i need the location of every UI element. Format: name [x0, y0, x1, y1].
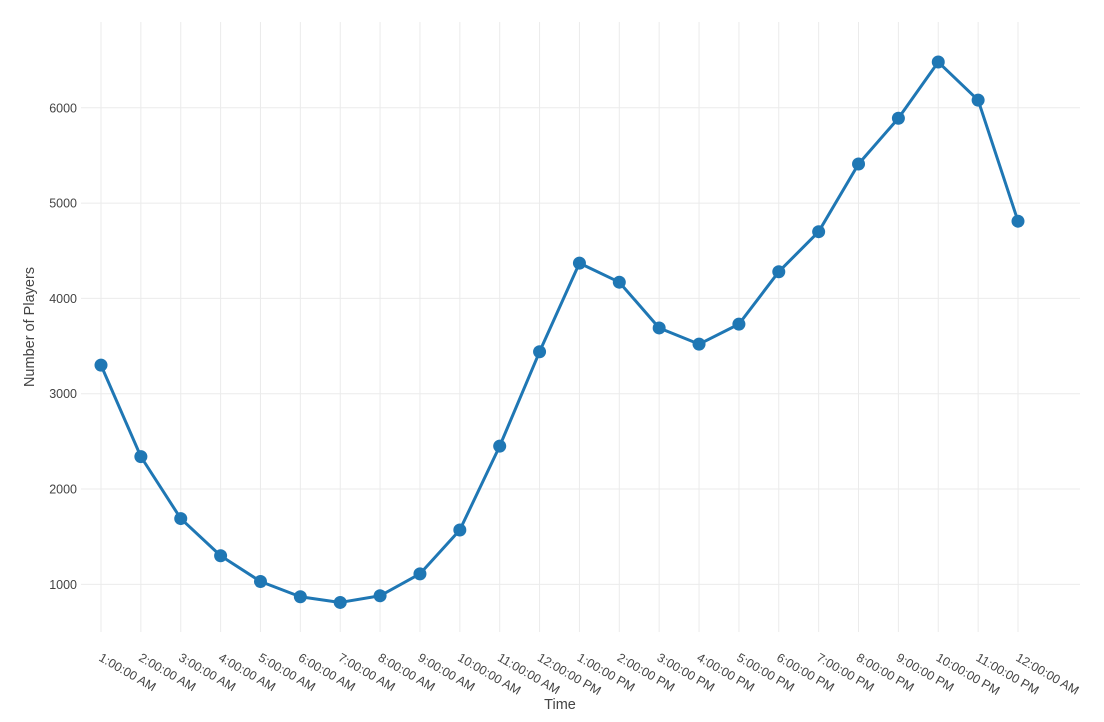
data-point-marker[interactable] — [931, 55, 945, 69]
data-point-marker[interactable] — [971, 93, 985, 107]
data-point-marker[interactable] — [891, 111, 905, 125]
data-point-marker[interactable] — [493, 439, 507, 453]
data-point-marker[interactable] — [812, 225, 826, 239]
y-tick-label: 5000 — [49, 197, 77, 211]
y-tick-label: 6000 — [49, 101, 77, 115]
y-tick-label: 3000 — [49, 387, 77, 401]
data-point-marker[interactable] — [333, 595, 347, 609]
data-point-marker[interactable] — [413, 567, 427, 581]
y-tick-label: 2000 — [49, 483, 77, 497]
data-point-marker[interactable] — [692, 337, 706, 351]
y-axis-title: Number of Players — [22, 266, 38, 388]
data-point-marker[interactable] — [732, 317, 746, 331]
data-point-marker[interactable] — [852, 157, 866, 171]
data-point-marker[interactable] — [652, 321, 666, 335]
data-point-marker[interactable] — [533, 345, 547, 359]
data-point-marker[interactable] — [94, 358, 108, 372]
data-point-marker[interactable] — [612, 275, 626, 289]
series-line — [99, 60, 1020, 604]
data-point-marker[interactable] — [293, 590, 307, 604]
data-point-marker[interactable] — [134, 450, 148, 464]
x-axis-title: Time — [544, 697, 576, 713]
data-point-marker[interactable] — [772, 265, 786, 279]
data-point-marker[interactable] — [214, 549, 228, 563]
data-point-marker[interactable] — [253, 574, 267, 588]
data-point-marker[interactable] — [572, 256, 586, 270]
data-point-marker[interactable] — [453, 523, 467, 537]
y-tick-label: 4000 — [49, 292, 77, 306]
y-tick-label: 1000 — [49, 578, 77, 592]
data-point-marker[interactable] — [1011, 214, 1025, 228]
data-point-marker[interactable] — [373, 589, 387, 603]
data-point-marker[interactable] — [174, 512, 188, 526]
